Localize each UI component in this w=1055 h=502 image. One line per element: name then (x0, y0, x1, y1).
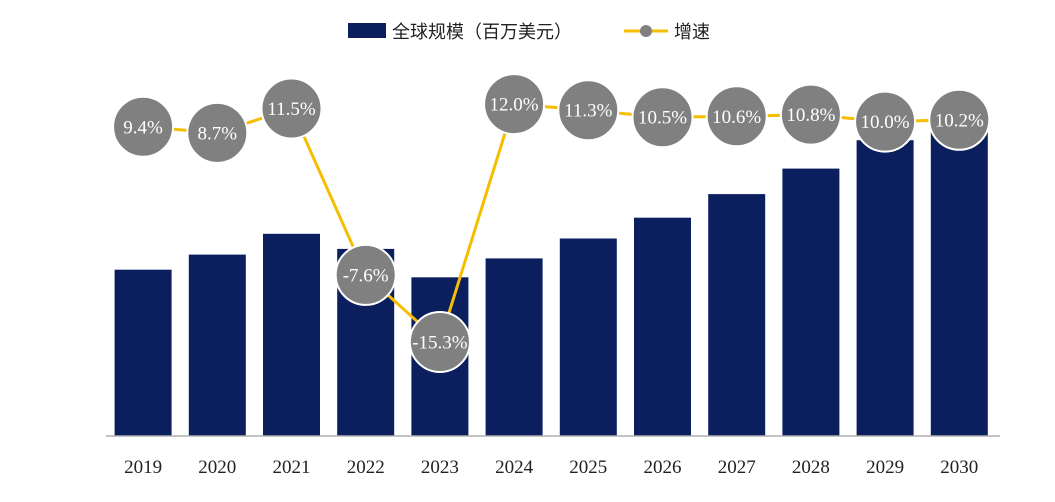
bar-2027 (708, 194, 766, 436)
growth-marker (631, 86, 694, 149)
growth-marker (186, 101, 249, 164)
growth-marker (260, 77, 323, 140)
bar-2025 (559, 238, 617, 436)
bar-2019 (114, 269, 172, 436)
x-tick-2021: 2021 (273, 457, 311, 478)
growth-point-2019: 9.4% (112, 95, 175, 158)
x-tick-2019: 2019 (124, 457, 162, 478)
x-tick-2030: 2030 (940, 457, 978, 478)
growth-markers: 9.4% 8.7% 11.5% -7.6% -15.3% 12.0% 11.3% 10.5% 1… (112, 73, 991, 373)
bar-2026 (634, 217, 691, 436)
growth-label: 10.8% (786, 105, 835, 126)
legend-line-label: 增速 (674, 22, 710, 43)
bar-2028 (782, 168, 840, 436)
growth-marker (557, 79, 620, 142)
growth-point-2028: 10.8% (779, 83, 842, 146)
x-tick-2024: 2024 (495, 457, 534, 478)
growth-label: -7.6% (343, 265, 389, 286)
growth-point-2025: 11.3% (557, 79, 620, 142)
growth-label: 10.2% (935, 110, 984, 131)
bar-2020 (188, 254, 246, 436)
legend-bar-swatch (348, 23, 386, 38)
growth-marker (408, 311, 471, 373)
x-tick-2023: 2023 (421, 457, 459, 478)
growth-point-2026: 10.5% (631, 86, 694, 149)
bar-2021 (263, 233, 320, 436)
growth-point-2023: -15.3% (408, 311, 471, 373)
x-tick-2028: 2028 (792, 457, 830, 478)
growth-label: 9.4% (123, 117, 163, 138)
x-tick-2027: 2027 (718, 457, 756, 478)
x-tick-2026: 2026 (644, 457, 682, 478)
growth-point-2022: -7.6% (334, 243, 397, 306)
growth-label: -15.3% (412, 333, 468, 354)
x-axis-ticks: 2019 2020 2021 2022 2023 2024 2025 2026 2027 2028… (124, 457, 978, 478)
growth-marker (779, 83, 842, 146)
bar-2024 (485, 258, 543, 436)
growth-label: 11.3% (564, 101, 613, 122)
growth-point-2030: 10.2% (928, 88, 991, 151)
legend: 全球规模（百万美元） 增速 (348, 22, 710, 43)
growth-label: 10.6% (712, 107, 761, 128)
bar-2029 (856, 140, 914, 436)
x-tick-2022: 2022 (347, 457, 385, 478)
growth-marker (854, 90, 917, 153)
growth-point-2020: 8.7% (186, 101, 249, 164)
growth-label: 10.5% (638, 108, 687, 129)
legend-line-marker (640, 25, 652, 37)
x-tick-2025: 2025 (569, 457, 607, 478)
growth-point-2029: 10.0% (854, 90, 917, 153)
x-tick-2020: 2020 (198, 457, 236, 478)
growth-marker (483, 73, 546, 136)
growth-point-2024: 12.0% (483, 73, 546, 136)
bar-2030 (930, 110, 988, 436)
growth-point-2021: 11.5% (260, 77, 323, 140)
growth-marker (928, 88, 991, 151)
growth-label: 11.5% (267, 99, 316, 120)
growth-label: 12.0% (490, 95, 539, 116)
growth-point-2027: 10.6% (705, 85, 768, 148)
x-tick-2029: 2029 (866, 457, 904, 478)
growth-label: 10.0% (861, 112, 910, 133)
legend-bar-label: 全球规模（百万美元） (392, 22, 572, 43)
growth-label: 8.7% (198, 123, 238, 144)
growth-marker (334, 243, 397, 306)
growth-marker (705, 85, 768, 148)
growth-marker (112, 95, 175, 158)
bar-series (114, 110, 988, 436)
